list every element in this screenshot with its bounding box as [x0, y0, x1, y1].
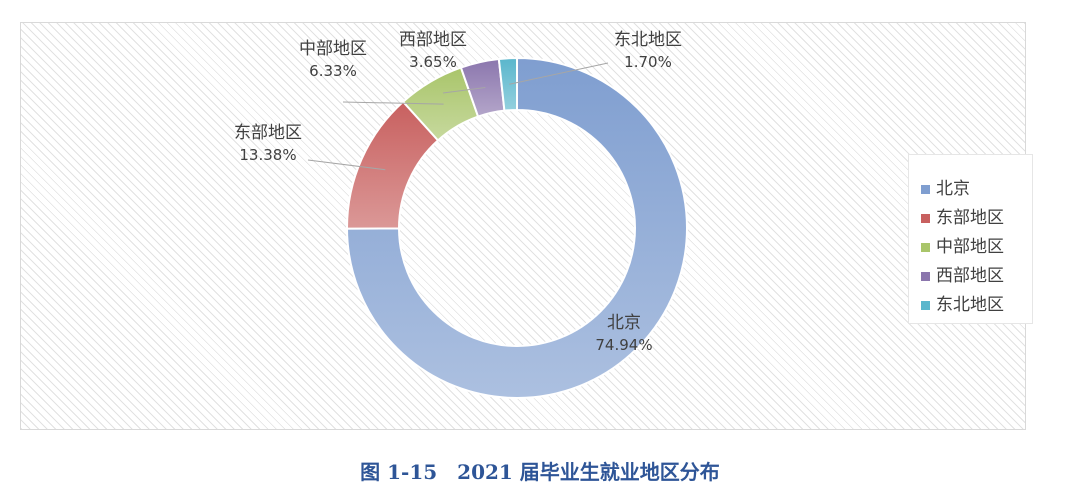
data-label-value-northeast: 1.70%: [624, 53, 672, 71]
data-label-value-beijing: 74.94%: [595, 336, 652, 354]
legend-swatch-northeast: [921, 301, 930, 310]
figure-caption: 图 1-15 2021 届毕业生就业地区分布: [360, 460, 720, 484]
legend-label-east: 东部地区: [936, 208, 1004, 228]
legend-label-northeast: 东北地区: [936, 295, 1004, 315]
donut-chart: 北京 74.94% 东部地区 13.38% 中部地区 6.33% 西部地区 3.65% 东北地区…: [234, 30, 688, 399]
legend-item-northeast: 东北地区: [909, 291, 1032, 320]
leader-line-northeast: [509, 62, 609, 85]
legend-label-beijing: 北京: [936, 179, 970, 199]
legend: 北京 东部地区 中部地区 西部地区 东北地区: [908, 154, 1033, 324]
slice-beijing: [345, 56, 688, 399]
data-label-name-west: 西部地区: [399, 30, 467, 50]
legend-swatch-east: [921, 214, 930, 223]
slice-northeast: [497, 56, 518, 112]
data-label-value-central: 6.33%: [309, 62, 357, 80]
legend-swatch-beijing: [921, 185, 930, 194]
leader-line-west: [442, 87, 486, 94]
legend-label-central: 中部地区: [936, 237, 1004, 257]
data-label-value-west: 3.65%: [409, 53, 457, 71]
data-label-name-east: 东部地区: [234, 123, 302, 143]
data-label-name-northeast: 东北地区: [614, 30, 682, 50]
chart-area: 北京 74.94% 东部地区 13.38% 中部地区 6.33% 西部地区 3.65% 东北地区…: [20, 22, 1033, 430]
legend-item-beijing: 北京: [909, 175, 1032, 204]
data-label-value-east: 13.38%: [239, 146, 296, 164]
legend-item-west: 西部地区: [909, 262, 1032, 291]
leader-line-central: [342, 101, 444, 105]
data-label-name-central: 中部地区: [299, 39, 367, 59]
legend-item-east: 东部地区: [909, 204, 1032, 233]
leader-line-east: [307, 159, 386, 171]
legend-swatch-west: [921, 272, 930, 281]
legend-item-central: 中部地区: [909, 233, 1032, 262]
legend-swatch-central: [921, 243, 930, 252]
legend-label-west: 西部地区: [936, 266, 1004, 286]
data-label-name-beijing: 北京: [607, 313, 641, 333]
